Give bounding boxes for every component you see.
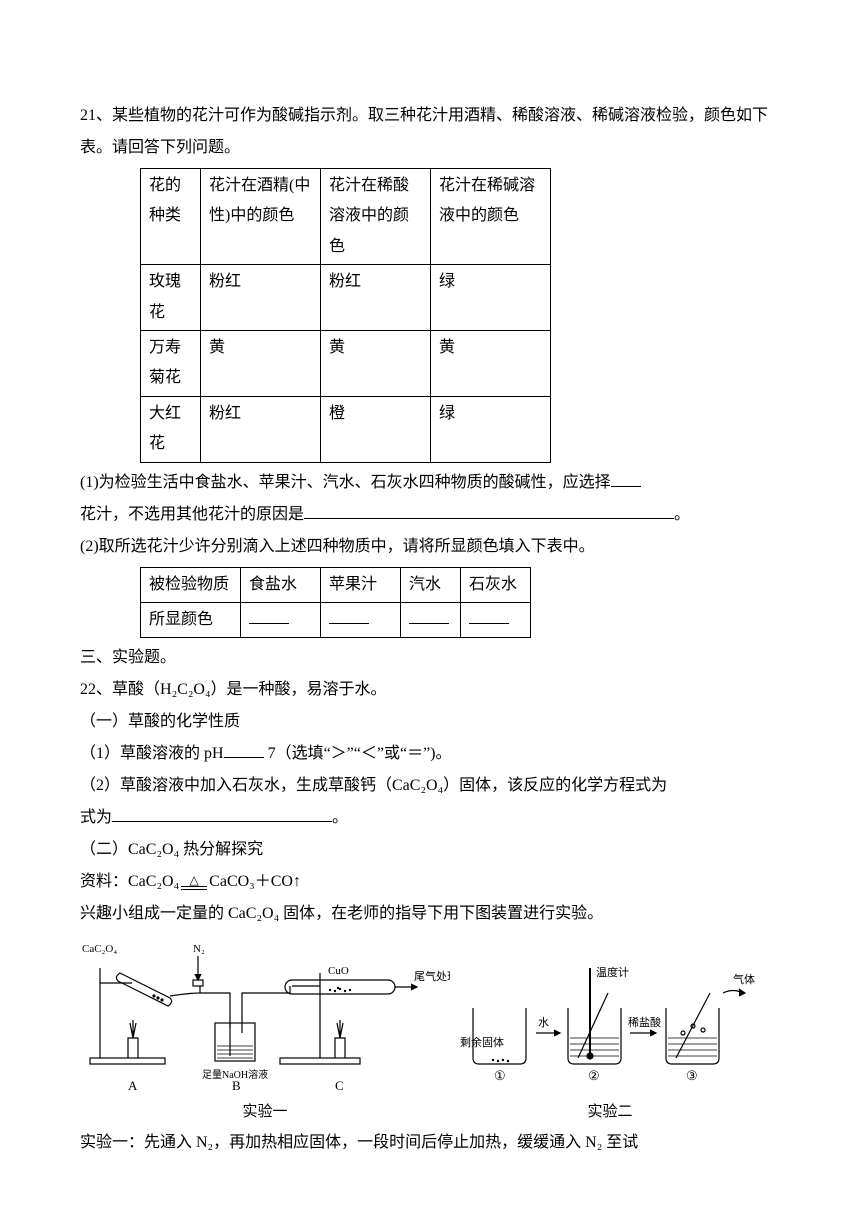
blank-input[interactable] [329, 606, 369, 624]
cell: 大红花 [141, 396, 201, 462]
q22-sec1: （一）草酸的化学性质 [80, 706, 780, 738]
cell: 粉红 [201, 396, 321, 462]
q21-stem-text: 某些植物的花汁可作为酸碱指示剂。取三种花汁用酒精、稀酸溶液、稀碱溶液检验，颜色如… [80, 107, 768, 156]
cell: 石灰水 [461, 567, 531, 602]
label: 剩余固体 [460, 1035, 504, 1049]
q22-stem-text: 草酸（H₂C₂O₄）是一种酸，易溶于水。 [112, 681, 387, 698]
label: CuO [328, 965, 349, 977]
q21-part1b: 花汁，不选用其他花汁的原因是 。 [80, 499, 780, 531]
cell: 黄 [321, 330, 431, 396]
cell: 玫瑰花 [141, 265, 201, 331]
q22-line3: 兴趣小组成一定量的 CaC₂O₄ 固体，在老师的指导下用下图装置进行实验。 [80, 898, 780, 930]
cell: 食盐水 [241, 567, 321, 602]
cell: 黄 [431, 330, 551, 396]
q22-number: 22、 [80, 681, 112, 698]
label: 水 [538, 1016, 549, 1029]
cell: 绿 [431, 396, 551, 462]
cell: 所显颜色 [141, 602, 241, 637]
heat-equals-icon: △ [181, 875, 207, 890]
label: 稀盐酸 [628, 1015, 661, 1029]
cell [461, 602, 531, 637]
label: N₂ [193, 943, 205, 955]
q22-tail: 实验一：先通入 N₂，再加热相应固体，一段时间后停止加热，缓缓通入 N₂ 至试 [80, 1127, 780, 1159]
text: （2）草酸溶液中加入石灰水，生成草酸钙（CaC₂O₄）固体，该反应的化学方程式为 [80, 777, 667, 794]
blank-input[interactable] [249, 606, 289, 624]
label: CaC₂O₄ [82, 943, 117, 955]
text: 7（选填“＞”“＜”或“＝”)。 [264, 745, 452, 762]
q22-p2: （2）草酸溶液中加入石灰水，生成草酸钙（CaC₂O₄）固体，该反应的化学方程式为 [80, 770, 780, 802]
label: C [335, 1078, 344, 1093]
section3-heading: 三、实验题。 [80, 642, 780, 674]
label: 气体 [733, 972, 755, 986]
label: ① [494, 1068, 506, 1083]
q21-part1: (1)为检验生活中食盐水、苹果汁、汽水、石灰水四种物质的酸碱性，应选择 [80, 467, 780, 499]
cell [321, 602, 401, 637]
cell: 苹果汁 [321, 567, 401, 602]
text: 资料：CaC₂O₄ [80, 873, 179, 890]
experiment2-diagram-icon: 剩余固体 水 温度计 [458, 938, 778, 1093]
q21-table2: 被检验物质 食盐水 苹果汁 汽水 石灰水 所显颜色 [140, 567, 531, 639]
th: 花的种类 [141, 169, 201, 265]
blank-input[interactable] [304, 501, 674, 519]
text: 。 [674, 506, 690, 523]
q21-number: 21、 [80, 107, 112, 124]
blank-input[interactable] [224, 741, 264, 759]
label: 尾气处理 [414, 969, 450, 983]
q22-stem: 22、草酸（H₂C₂O₄）是一种酸，易溶于水。 [80, 674, 780, 706]
q22-sec2: （二）CaC₂O₄ 热分解探究 [80, 834, 780, 866]
cell: 万寿菊花 [141, 330, 201, 396]
cell [241, 602, 321, 637]
text: 花汁，不选用其他花汁的原因是 [80, 506, 304, 523]
label: 温度计 [596, 965, 629, 979]
cell: 汽水 [401, 567, 461, 602]
q21-stem: 21、某些植物的花汁可作为酸碱指示剂。取三种花汁用酒精、稀酸溶液、稀碱溶液检验，… [80, 100, 780, 164]
label: ② [588, 1068, 600, 1083]
th: 花汁在稀酸溶液中的颜色 [321, 169, 431, 265]
text: 式为 [80, 809, 112, 826]
label: A [128, 1078, 138, 1093]
page-root: 21、某些植物的花汁可作为酸碱指示剂。取三种花汁用酒精、稀酸溶液、稀碱溶液检验，… [0, 0, 860, 1209]
text: CaCO₃＋CO↑ [209, 873, 301, 890]
label: ③ [686, 1068, 698, 1083]
q22-diagram: CaC₂O₄ N₂ [80, 938, 780, 1093]
cell: 被检验物质 [141, 567, 241, 602]
label: B [232, 1078, 241, 1093]
blank-input[interactable] [469, 606, 509, 624]
th: 花汁在酒精(中性)中的颜色 [201, 169, 321, 265]
diagram-captions: 实验一 实验二 [80, 1097, 780, 1127]
text: 。 [332, 809, 348, 826]
q21-part2: (2)取所选花汁少许分别滴入上述四种物质中，请将所显颜色填入下表中。 [80, 531, 780, 563]
th: 花汁在稀碱溶液中的颜色 [431, 169, 551, 265]
table-row: 被检验物质 食盐水 苹果汁 汽水 石灰水 [141, 567, 531, 602]
table-row: 花的种类 花汁在酒精(中性)中的颜色 花汁在稀酸溶液中的颜色 花汁在稀碱溶液中的… [141, 169, 551, 265]
table-row: 大红花 粉红 橙 绿 [141, 396, 551, 462]
table-row: 所显颜色 [141, 602, 531, 637]
caption: 实验二 [450, 1097, 770, 1127]
table-row: 万寿菊花 黄 黄 黄 [141, 330, 551, 396]
cell: 橙 [321, 396, 431, 462]
q22-p2b: 式为 。 [80, 802, 780, 834]
cell: 粉红 [321, 265, 431, 331]
cell: 粉红 [201, 265, 321, 331]
q21-table1: 花的种类 花汁在酒精(中性)中的颜色 花汁在稀酸溶液中的颜色 花汁在稀碱溶液中的… [140, 168, 551, 463]
q22-resource: 资料：CaC₂O₄△CaCO₃＋CO↑ [80, 866, 780, 898]
cell: 黄 [201, 330, 321, 396]
blank-input[interactable] [112, 805, 332, 823]
cell: 绿 [431, 265, 551, 331]
text: （1）草酸溶液的 pH [80, 745, 224, 762]
caption: 实验一 [80, 1097, 450, 1127]
table-row: 玫瑰花 粉红 粉红 绿 [141, 265, 551, 331]
blank-input[interactable] [611, 469, 641, 487]
experiment1-diagram-icon: CaC₂O₄ N₂ [80, 938, 450, 1093]
q22-p1: （1）草酸溶液的 pH 7（选填“＞”“＜”或“＝”)。 [80, 738, 780, 770]
cell [401, 602, 461, 637]
text: (1)为检验生活中食盐水、苹果汁、汽水、石灰水四种物质的酸碱性，应选择 [80, 474, 611, 491]
blank-input[interactable] [409, 606, 449, 624]
